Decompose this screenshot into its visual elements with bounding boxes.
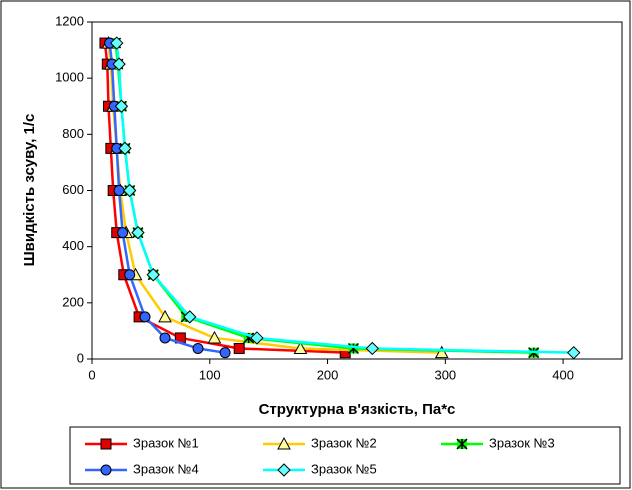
marker (113, 185, 125, 196)
legend-marker (100, 464, 112, 476)
marker (110, 36, 124, 50)
marker (192, 342, 204, 354)
legend-label: Зразок №2 (311, 435, 377, 450)
marker (293, 341, 308, 354)
legend-marker (456, 438, 468, 450)
x-axis-label: Структурна в'язкість, Па*с (259, 401, 456, 418)
marker (347, 342, 359, 354)
marker (112, 57, 126, 71)
marker (146, 268, 160, 282)
marker (117, 227, 129, 239)
marker (159, 332, 171, 344)
marker (183, 310, 197, 324)
x-tick-label: 100 (199, 367, 221, 382)
marker (365, 341, 380, 356)
marker (114, 99, 129, 113)
y-tick-label: 600 (62, 182, 84, 197)
marker (139, 311, 151, 323)
marker (122, 183, 137, 198)
marker (219, 347, 231, 359)
legend-label: Зразок №1 (133, 435, 199, 450)
y-axis-label: Швидкість зсуву, 1/с (21, 114, 38, 267)
legend-label: Зразок №4 (133, 461, 199, 476)
marker (118, 141, 132, 156)
y-tick-label: 400 (62, 238, 84, 253)
y-tick-label: 200 (62, 294, 84, 309)
marker (233, 342, 245, 354)
y-tick-label: 1200 (55, 13, 84, 28)
legend-label: Зразок №5 (311, 461, 377, 476)
marker (250, 331, 264, 345)
x-tick-label: 300 (434, 367, 456, 382)
plot-area (91, 21, 623, 360)
marker (124, 269, 136, 281)
legend-marker (100, 438, 112, 450)
marker (158, 309, 172, 323)
marker (131, 225, 145, 240)
y-tick-label: 1000 (55, 70, 84, 85)
legend (69, 426, 621, 485)
marker (434, 345, 449, 359)
x-tick-label: 0 (88, 367, 95, 382)
marker (567, 345, 581, 360)
legend-marker (277, 463, 291, 477)
y-tick-label: 0 (77, 350, 84, 365)
x-tick-label: 200 (317, 367, 339, 382)
y-tick-label: 800 (62, 126, 84, 141)
marker (207, 330, 222, 344)
x-tick-label: 400 (552, 367, 574, 382)
legend-label: Зразок №3 (489, 435, 555, 450)
legend-marker (277, 436, 291, 450)
